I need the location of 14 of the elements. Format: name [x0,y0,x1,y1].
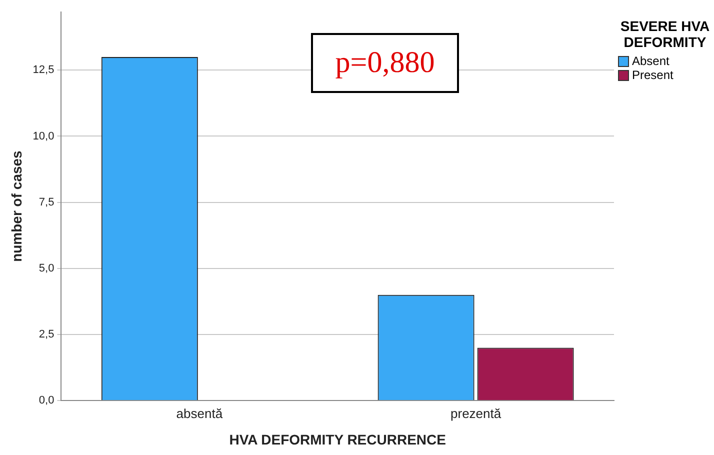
x-tick-label: prezentă [450,406,502,421]
y-tick-label: 12,5 [32,64,54,76]
legend-label: Present [632,68,674,82]
y-tick-label: 0,0 [38,394,54,407]
x-tick-label: absentă [176,406,224,421]
y-tick-label: 5,0 [38,262,54,274]
legend-title: SEVERE HVA DEFORMITY [619,18,711,50]
y-axis-title: number of cases [8,150,24,262]
x-axis-title: HVA DEFORMITY RECURRENCE [229,431,446,448]
y-tick-label: 10,0 [32,130,54,142]
legend-label: Absent [632,54,670,68]
y-tick-label: 2,5 [38,328,54,341]
y-tick-label: 7,5 [38,196,54,208]
annotation: p=0,880 [311,33,459,93]
